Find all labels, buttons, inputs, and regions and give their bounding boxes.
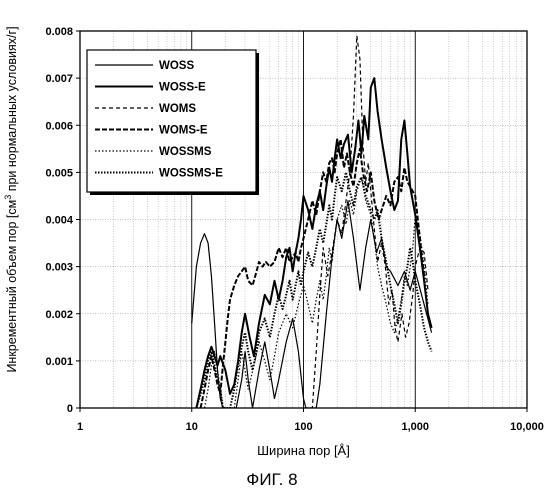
- legend: WOSS WOSS-E WOMS WOMS-E WOSSMS WOSSMS-E: [87, 50, 259, 195]
- legend-label: WOMS: [159, 103, 196, 115]
- legend-label: WOSS: [159, 60, 194, 72]
- y-tick-label: 0.004: [45, 215, 73, 227]
- pore-volume-chart: 0 0.001 0.002 0.003 0.004 0.005 0.006 0.007 0.00…: [0, 0, 544, 470]
- legend-label: WOSSMS: [159, 146, 212, 158]
- x-axis-label: Ширина пор [Å]: [257, 443, 350, 458]
- y-axis-label-main: Инкрементный объем пор [см: [5, 200, 19, 373]
- figure-caption: ФИГ. 8: [0, 470, 544, 490]
- x-tick-label: 10,000: [510, 421, 544, 433]
- x-tick-label: 10: [186, 421, 198, 433]
- x-tick-label: 1: [77, 421, 83, 433]
- y-tick-label: 0: [67, 403, 73, 415]
- legend-label: WOSSMS-E: [159, 168, 223, 180]
- y-tick-label: 0.003: [45, 262, 73, 274]
- y-axis-label-tail: при нормальных условиях/г]: [5, 26, 19, 194]
- x-tick-label: 1,000: [401, 421, 429, 433]
- plot-background: [0, 0, 544, 470]
- legend-label: WOMS-E: [159, 125, 208, 137]
- x-tick-label: 100: [294, 421, 312, 433]
- legend-label: WOSS-E: [159, 82, 206, 94]
- y-tick-label: 0.002: [45, 309, 73, 321]
- y-tick-label: 0.008: [45, 26, 73, 38]
- y-tick-label: 0.007: [45, 73, 73, 85]
- y-tick-label: 0.005: [45, 167, 73, 179]
- y-tick-label: 0.006: [45, 120, 73, 132]
- y-tick-label: 0.001: [45, 356, 73, 368]
